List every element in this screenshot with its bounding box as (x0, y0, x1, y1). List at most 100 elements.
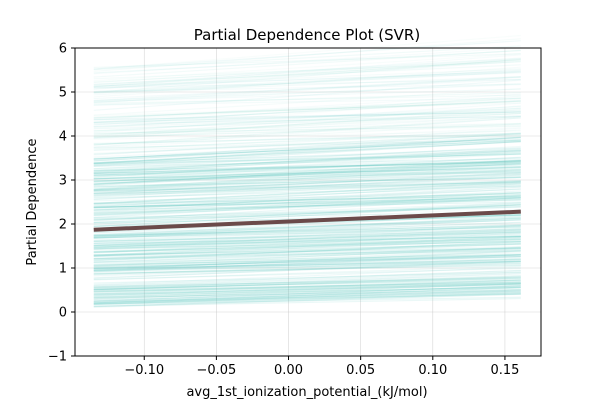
ice-line (93, 281, 521, 299)
y-tick-label: 1 (59, 262, 67, 277)
ice-line (93, 181, 521, 192)
ice-line (93, 247, 521, 260)
ice-line (93, 263, 521, 275)
ice-line (93, 219, 521, 234)
ice-line (93, 109, 521, 139)
ice-line (93, 166, 521, 191)
ice-line (93, 271, 521, 288)
ice-line (93, 160, 521, 175)
ice-line (93, 204, 521, 224)
ice-line (93, 276, 521, 291)
ice-line (93, 127, 521, 156)
ice-line (93, 198, 521, 214)
ice-line (93, 257, 521, 271)
ice-line (93, 167, 521, 180)
ice-line (93, 253, 521, 267)
ice-line (93, 76, 521, 94)
ice-line (93, 151, 521, 174)
ice-line (93, 243, 521, 259)
ice-line (93, 182, 521, 204)
ice-line (93, 129, 521, 151)
ice-line (93, 246, 521, 263)
ice-line (93, 232, 521, 254)
ice-line (93, 261, 521, 275)
ice-line (93, 123, 521, 139)
ice-line (93, 76, 521, 102)
ice-line (93, 205, 521, 219)
ice-line (93, 139, 521, 151)
ice-line (93, 171, 521, 182)
ice-line (93, 279, 521, 289)
ice-line (93, 169, 521, 195)
ice-line (93, 219, 521, 239)
ice-line (93, 198, 521, 208)
ice-line (93, 260, 521, 270)
ice-line (93, 297, 521, 307)
ice-line (93, 115, 521, 140)
ice-line (93, 112, 521, 128)
ice-line (93, 136, 521, 162)
ice-line (93, 195, 521, 213)
ice-line (93, 247, 521, 266)
ice-line (93, 255, 521, 271)
ice-line (93, 156, 521, 175)
ice-line (93, 117, 521, 146)
ice-line (93, 197, 521, 221)
ice-line (93, 132, 521, 145)
ice-line (93, 188, 521, 207)
ice-line (93, 238, 521, 252)
ice-line (93, 78, 521, 89)
ice-line (93, 176, 521, 197)
ice-line (93, 132, 521, 161)
ice-line (93, 160, 521, 183)
ice-line (93, 281, 521, 292)
ice-line (93, 287, 521, 305)
ice-line (93, 271, 521, 284)
ice-line (93, 264, 521, 274)
ice-line (93, 110, 521, 123)
ice-line (93, 186, 521, 209)
ice-line (93, 153, 521, 170)
ice-line (93, 94, 521, 104)
ice-line (93, 175, 521, 192)
ice-line (93, 248, 521, 265)
ice-line (93, 111, 521, 124)
ice-line (93, 125, 521, 134)
ice-line (93, 293, 521, 308)
ice-line (93, 277, 521, 291)
ice-line (93, 69, 521, 93)
ice-line (93, 293, 521, 303)
ice-line (93, 170, 521, 180)
ice-lines (93, 38, 521, 308)
ice-line (93, 214, 521, 233)
ice-line (93, 195, 521, 204)
average-line-group (93, 209, 521, 232)
ice-line (93, 285, 521, 302)
ice-line (93, 188, 521, 211)
ice-line (93, 284, 521, 295)
ice-line (93, 226, 521, 239)
ice-line (93, 259, 521, 269)
ice-line (93, 61, 521, 80)
ice-line (93, 117, 521, 148)
ice-line (93, 137, 521, 164)
ice-line (93, 148, 521, 173)
ice-line (93, 133, 521, 154)
ice-line (93, 237, 521, 257)
ice-line (93, 97, 521, 119)
ice-line (93, 288, 521, 299)
ice-line (93, 273, 521, 289)
ice-line (93, 261, 521, 270)
ice-line (93, 197, 521, 215)
ice-line (93, 229, 521, 249)
ice-line (93, 265, 521, 281)
ice-line (93, 264, 521, 275)
ice-line (93, 196, 521, 217)
ice-line (93, 223, 521, 239)
ice-line (93, 95, 521, 126)
ice-line (93, 181, 521, 204)
ice-line (93, 160, 521, 176)
ice-line (93, 204, 521, 227)
y-tick-label: 4 (59, 130, 67, 145)
ice-line (93, 235, 521, 248)
